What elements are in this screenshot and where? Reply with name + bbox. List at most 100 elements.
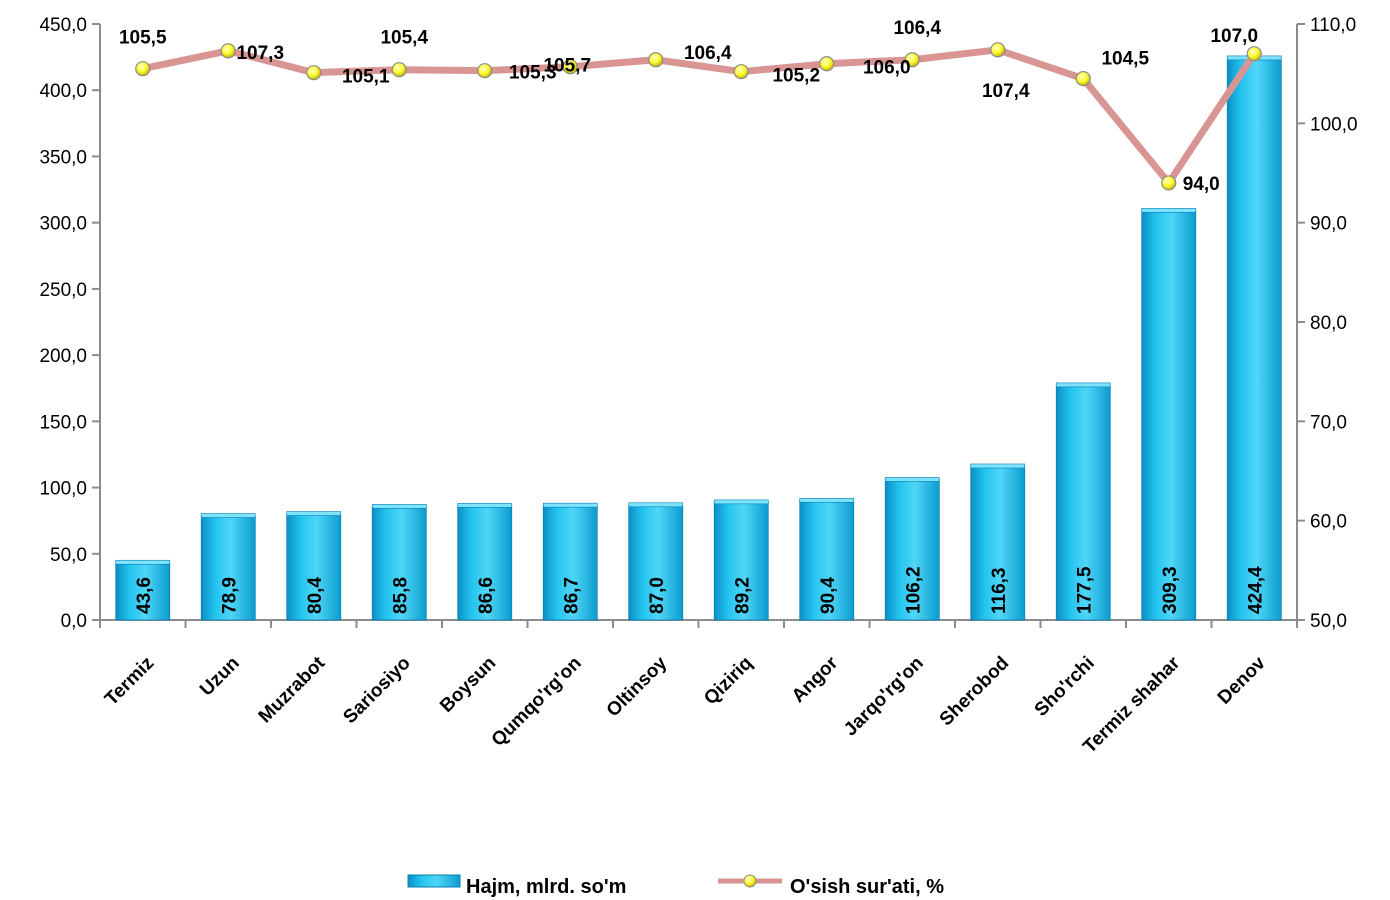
bar-top	[371, 504, 427, 509]
bar	[200, 515, 256, 621]
growth-value-label: 105,7	[543, 56, 591, 77]
category-label: Sherobod	[936, 653, 1014, 731]
category-label: Qiziriq	[700, 653, 757, 710]
left-axis-tick-label: 350,0	[39, 147, 87, 168]
growth-value-label: 106,4	[684, 43, 732, 64]
bar-value-label: 116,3	[989, 568, 1010, 615]
bar-top	[115, 559, 171, 565]
bar-top	[542, 502, 598, 508]
legend-bar-label: Hajm, mlrd. so'm	[466, 876, 626, 898]
growth-value-label: 107,0	[1210, 26, 1258, 47]
right-axis-tick-label: 80,0	[1310, 313, 1347, 334]
bar-value-label: 78,9	[219, 577, 240, 614]
bar-top	[970, 463, 1026, 469]
growth-marker	[904, 52, 920, 68]
left-axis-tick-label: 200,0	[39, 346, 87, 367]
growth-value-label: 105,3	[509, 63, 557, 84]
bar	[713, 501, 769, 621]
bar	[1141, 209, 1197, 621]
growth-marker	[648, 52, 664, 68]
growth-value-label: 105,5	[119, 28, 167, 49]
left-axis-tick-label: 100,0	[39, 479, 87, 500]
bar-value-label: 89,2	[732, 577, 753, 614]
category-label: Denov	[1214, 652, 1270, 708]
growth-marker	[220, 43, 236, 59]
bar-top	[713, 499, 769, 505]
bar-value-label: 86,7	[561, 577, 582, 614]
right-axis-tick-label: 110,0	[1310, 15, 1356, 36]
category-label: Oltinsoy	[603, 652, 672, 721]
bar-value-label: 87,0	[647, 577, 668, 614]
bar-value-label: 85,8	[390, 577, 411, 614]
left-axis-tick-label: 250,0	[39, 280, 87, 301]
bar-top	[200, 513, 256, 518]
left-axis-tick-label: 50,0	[50, 545, 87, 566]
growth-value-label: 107,4	[982, 81, 1030, 102]
bar-value-label: 90,4	[818, 577, 839, 614]
right-axis-tick-label: 70,0	[1310, 412, 1347, 433]
bar	[457, 504, 513, 621]
right-axis-tick-label: 100,0	[1310, 114, 1358, 135]
category-label: Jarqo'rg'on	[840, 653, 928, 741]
category-label: Qumqo'rg'on	[488, 653, 586, 751]
line-layer	[135, 42, 1262, 191]
bar-top	[799, 497, 855, 503]
bar	[628, 504, 684, 621]
growth-marker	[562, 59, 578, 75]
left-axis-tick-label: 450,0	[39, 15, 87, 36]
bar-top	[1055, 382, 1111, 388]
growth-value-label: 94,0	[1183, 174, 1220, 195]
growth-value-label: 106,0	[863, 58, 911, 79]
legend: Hajm, mlrd. so'm O'sish sur'ati, %	[407, 874, 944, 898]
bar	[542, 504, 598, 621]
category-label: Boysun	[436, 653, 500, 717]
growth-marker	[1161, 175, 1177, 191]
right-axis-tick-label: 60,0	[1310, 512, 1347, 533]
growth-value-label: 105,1	[342, 67, 390, 88]
growth-marker	[1075, 71, 1091, 87]
bar-value-label: 86,6	[476, 577, 497, 614]
growth-marker	[477, 63, 493, 79]
growth-line	[142, 46, 1258, 187]
growth-value-label: 105,4	[380, 28, 428, 49]
bar	[884, 478, 940, 621]
right-axis-tick-label: 90,0	[1310, 214, 1347, 235]
bar-value-label: 43,6	[134, 577, 155, 614]
legend-line-marker	[743, 874, 757, 888]
bar-value-label: 177,5	[1074, 566, 1095, 614]
bar-top	[884, 477, 940, 482]
bar	[970, 465, 1026, 621]
growth-marker	[391, 62, 407, 78]
bar-value-label: 309,3	[1160, 566, 1181, 614]
growth-value-label: 104,5	[1101, 49, 1149, 70]
bar-top	[628, 502, 684, 508]
growth-marker	[135, 61, 151, 77]
bar	[799, 499, 855, 621]
left-axis-tick-label: 0,0	[61, 611, 87, 632]
growth-marker	[990, 42, 1006, 58]
bar-value-label: 424,4	[1245, 566, 1266, 614]
left-axis-tick-label: 400,0	[39, 81, 87, 102]
growth-marker	[733, 64, 749, 80]
labels-layer: 43,6 78,9 80,4 85,8 86,6 86,7 87,0 89,2 90,4 106,…	[119, 18, 1266, 614]
growth-marker	[1246, 46, 1262, 62]
left-axis-tick-label: 300,0	[39, 214, 87, 235]
bar	[1055, 384, 1111, 621]
bar	[371, 505, 427, 621]
bar	[286, 513, 342, 621]
category-label: Termiz	[101, 653, 158, 710]
category-label: Uzun	[196, 653, 244, 701]
bar-value-label: 80,4	[305, 577, 326, 614]
growth-value-label: 106,4	[893, 18, 941, 39]
bar	[1226, 57, 1282, 621]
category-label: Muzrabot	[255, 652, 330, 727]
left-axis-tick-label: 150,0	[39, 412, 87, 433]
bar-value-label: 106,2	[903, 566, 924, 614]
legend-line-label: O'sish sur'ati, %	[790, 876, 944, 898]
bar-top	[1141, 208, 1197, 213]
category-label: Sariosiyo	[339, 653, 414, 728]
growth-marker	[306, 65, 322, 81]
category-label: Angor	[788, 652, 843, 707]
growth-marker	[819, 56, 835, 72]
